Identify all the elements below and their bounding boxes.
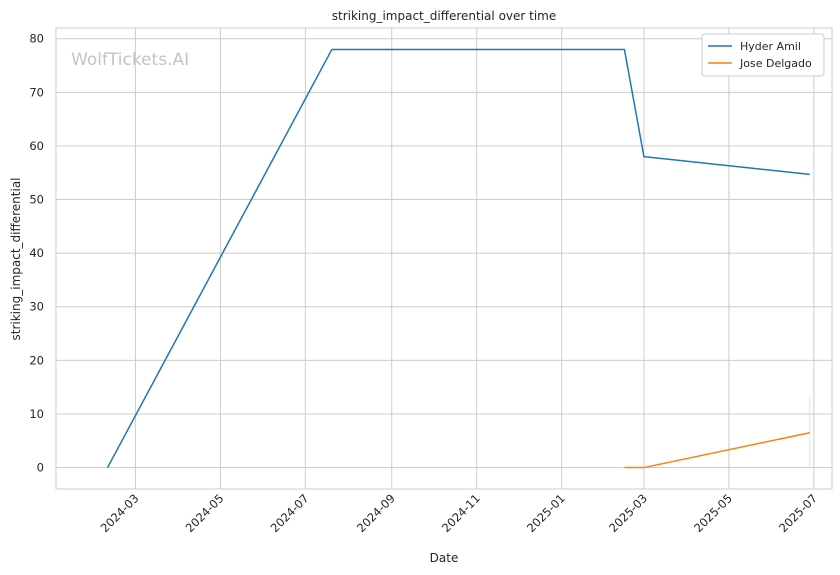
x-tick-label: 2024-07 [268, 491, 312, 535]
x-tick-label: 2024-09 [354, 491, 398, 535]
y-tick-label: 20 [29, 353, 44, 367]
y-tick-label: 40 [29, 246, 44, 260]
y-tick-label: 50 [29, 193, 44, 207]
y-tick-label: 0 [37, 461, 44, 475]
x-axis-label: Date [430, 551, 459, 565]
legend: Hyder Amil Jose Delgado [701, 33, 825, 77]
chart-title: striking_impact_differential over time [332, 9, 557, 23]
legend-label: Jose Delgado [739, 57, 812, 70]
legend-box [701, 33, 825, 77]
x-tick-label: 2025-07 [776, 491, 820, 535]
series-group [106, 48, 811, 469]
y-tick-label: 60 [29, 139, 44, 153]
series-line [106, 48, 810, 468]
y-tick-label: 30 [29, 300, 44, 314]
y-tick-label: 10 [29, 407, 44, 421]
plot-area [55, 27, 833, 490]
x-ticks: 2024-03 2024-05 2024-07 2024-09 2024-11 2025-… [98, 491, 820, 535]
grid [56, 28, 832, 489]
x-tick-label: 2024-03 [98, 491, 142, 535]
y-tick-label: 80 [29, 32, 44, 46]
x-tick-label: 2024-05 [183, 491, 227, 535]
watermark: WolfTickets.AI [71, 50, 189, 70]
legend-label: Hyder Amil [740, 40, 801, 53]
series-line [624, 431, 810, 469]
x-tick-label: 2025-03 [606, 491, 650, 535]
y-tick-label: 70 [29, 85, 44, 99]
x-tick-label: 2025-05 [691, 491, 735, 535]
x-tick-label: 2024-11 [439, 491, 483, 535]
x-tick-label: 2025-01 [524, 491, 568, 535]
y-ticks: 0 10 20 30 40 50 60 70 80 [29, 32, 44, 475]
y-axis-label: striking_impact_differential [9, 177, 23, 340]
